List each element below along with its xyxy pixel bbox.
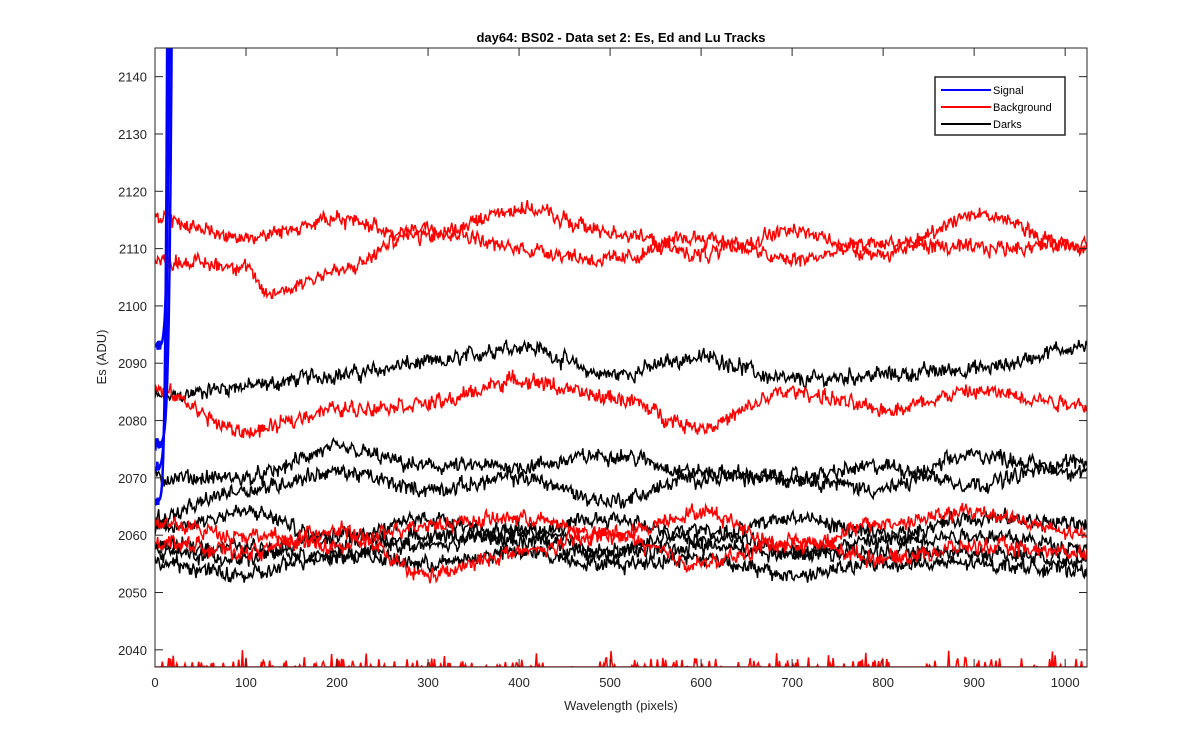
signal-track-3 (155, 48, 173, 452)
x-tick-label: 1000 (1051, 675, 1080, 690)
y-tick-label: 2040 (118, 643, 147, 658)
y-tick-label: 2120 (118, 184, 147, 199)
x-tick-label: 800 (872, 675, 894, 690)
y-tick-label: 2130 (118, 127, 147, 142)
background-track-3 (155, 369, 1087, 439)
x-tick-label: 200 (326, 675, 348, 690)
y-tick-label: 2140 (118, 70, 147, 85)
x-tick-label: 400 (508, 675, 530, 690)
x-tick-label: 0 (151, 675, 158, 690)
x-tick-label: 500 (599, 675, 621, 690)
plot-area (155, 48, 1087, 667)
y-tick-label: 2050 (118, 585, 147, 600)
y-axis-label: Es (ADU) (94, 330, 109, 385)
y-tick-label: 2080 (118, 414, 147, 429)
darks-track-1 (155, 339, 1087, 403)
x-tick-label: 100 (235, 675, 257, 690)
background-track-2 (155, 220, 1087, 300)
x-tick-label: 900 (963, 675, 985, 690)
y-tick-label: 2100 (118, 299, 147, 314)
y-tick-label: 2060 (118, 528, 147, 543)
x-axis-label: Wavelength (pixels) (564, 698, 678, 713)
chart-title: day64: BS02 - Data set 2: Es, Ed and Lu … (476, 30, 765, 45)
signal-track-4 (155, 48, 169, 506)
background-track-1 (155, 199, 1087, 265)
darks-track-2 (155, 436, 1087, 494)
x-tick-label: 600 (690, 675, 712, 690)
y-tick-label: 2110 (119, 242, 147, 257)
legend-label-darks: Darks (993, 119, 1022, 131)
background-track-5 (155, 520, 1087, 584)
x-tick-label: 700 (781, 675, 803, 690)
axes-box (154, 47, 1088, 668)
darks-track-6 (155, 543, 1087, 583)
darks-track-3 (155, 447, 1087, 527)
y-tick-label: 2090 (118, 356, 147, 371)
y-tick-label: 2070 (118, 471, 147, 486)
x-tick-label: 300 (417, 675, 439, 690)
legend-label-signal: Signal (993, 85, 1024, 97)
legend-label-background: Background (993, 102, 1052, 114)
legend: Signal Background Darks (934, 76, 1066, 136)
